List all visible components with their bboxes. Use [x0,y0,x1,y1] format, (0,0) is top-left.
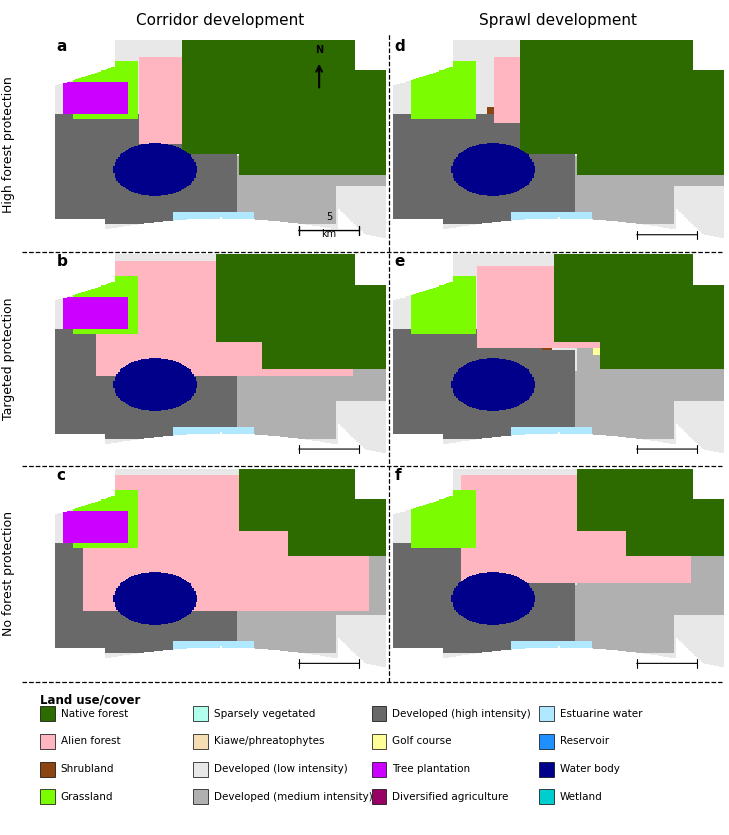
Text: Water body: Water body [560,764,620,774]
Text: Alien forest: Alien forest [61,736,120,746]
Text: Tree plantation: Tree plantation [392,764,470,774]
Text: Grassland: Grassland [61,792,113,802]
Text: Kiawe/phreatophytes: Kiawe/phreatophytes [214,736,324,746]
Text: e: e [394,254,405,269]
Text: Reservoir: Reservoir [560,736,609,746]
Text: f: f [394,468,402,483]
Text: Sprawl development: Sprawl development [479,13,637,28]
Text: km: km [321,229,337,239]
Text: Targeted protection: Targeted protection [2,298,15,420]
Text: Estuarine water: Estuarine water [560,709,642,719]
Text: Land use/cover: Land use/cover [40,693,141,706]
Text: 5: 5 [326,212,332,222]
Text: Native forest: Native forest [61,709,128,719]
Text: Shrubland: Shrubland [61,764,114,774]
Text: c: c [57,468,66,483]
Text: Developed (high intensity): Developed (high intensity) [392,709,531,719]
Text: Developed (medium intensity): Developed (medium intensity) [214,792,373,802]
Text: Diversified agriculture: Diversified agriculture [392,792,509,802]
Text: No forest protection: No forest protection [2,511,15,636]
Text: d: d [394,39,405,54]
Text: a: a [57,39,67,54]
Text: Golf course: Golf course [392,736,452,746]
Text: b: b [57,254,68,269]
Text: Developed (low intensity): Developed (low intensity) [214,764,347,774]
Text: High forest protection: High forest protection [2,76,15,213]
Text: Corridor development: Corridor development [136,13,304,28]
Text: Sparsely vegetated: Sparsely vegetated [214,709,315,719]
Text: N: N [315,45,323,55]
Text: Wetland: Wetland [560,792,603,802]
